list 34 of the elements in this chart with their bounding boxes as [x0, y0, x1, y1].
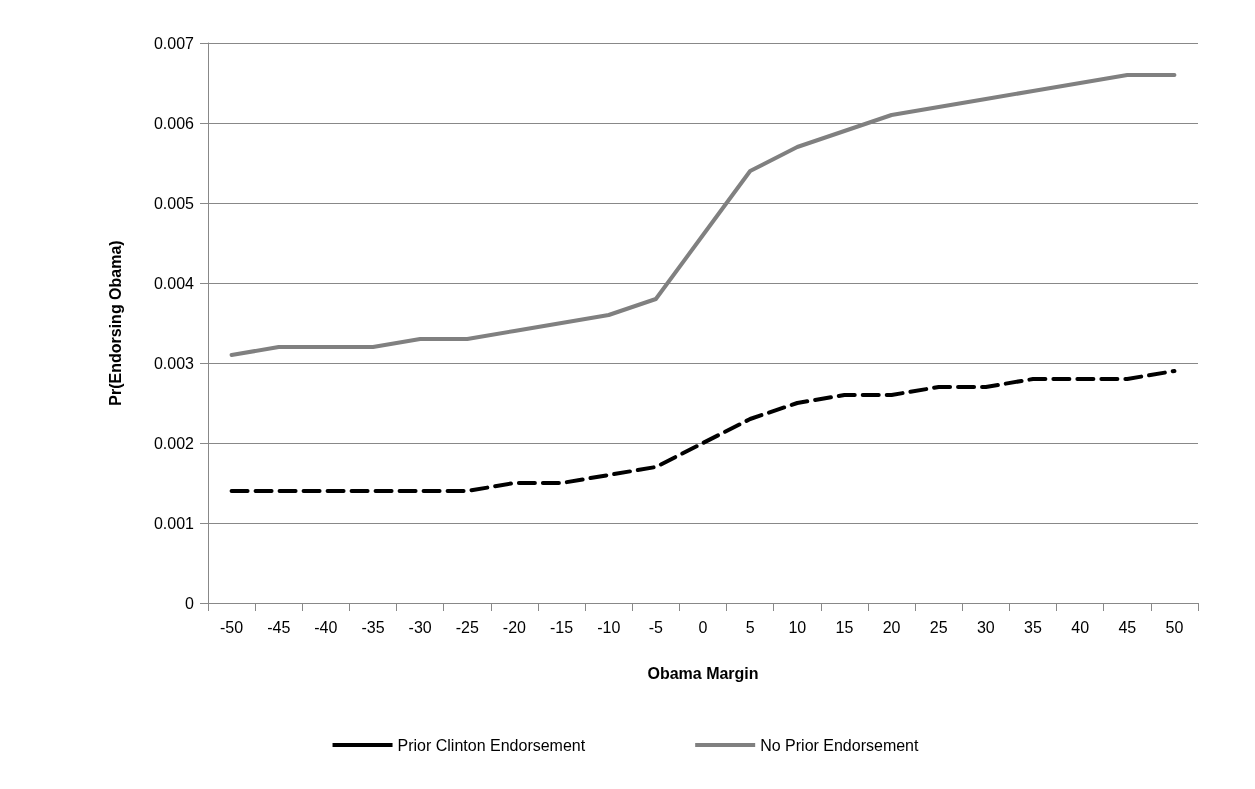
y-tick-label: 0.007	[153, 34, 195, 52]
x-tick-label: -15	[550, 618, 574, 636]
x-tick-label: 45	[1118, 618, 1137, 636]
x-tick-label: 20	[882, 618, 901, 636]
x-tick-label: 40	[1071, 618, 1090, 636]
x-tick-label: -25	[455, 618, 479, 636]
legend-label: Prior Clinton Endorsement	[397, 736, 586, 754]
y-tick-label: 0.006	[153, 114, 195, 132]
y-tick-label: 0.001	[153, 514, 195, 532]
line-series	[229, 369, 1177, 493]
y-tick-label: 0.004	[153, 274, 195, 292]
y-axis-title: Pr(Endorsing Obama)	[106, 240, 124, 406]
x-tick-label: -30	[408, 618, 432, 636]
y-tick-label: 0	[185, 594, 195, 612]
x-axis-title: Obama Margin	[647, 664, 759, 682]
x-tick-label: -20	[502, 618, 527, 636]
x-tick-label: 25	[929, 618, 948, 636]
x-tick-label: 35	[1024, 618, 1042, 636]
x-tick-label: -5	[648, 618, 664, 636]
x-tick-label: 10	[788, 618, 807, 636]
x-tick-label: -35	[361, 618, 385, 636]
x-tick-label: -40	[314, 618, 338, 636]
x-tick-label: -10	[597, 618, 621, 636]
y-tick-label: 0.003	[153, 354, 195, 372]
x-tick-label: 50	[1165, 618, 1184, 636]
x-tick-label: 30	[976, 618, 995, 636]
x-tick-label: -45	[267, 618, 291, 636]
x-tick-label: -50	[220, 618, 244, 636]
legend-label: No Prior Endorsement	[760, 736, 920, 754]
x-tick-label: 5	[745, 618, 755, 636]
x-tick-label: 0	[698, 618, 708, 636]
y-tick-label: 0.002	[153, 434, 195, 452]
y-tick-label: 0.005	[153, 194, 195, 212]
x-tick-label: 15	[835, 618, 854, 636]
